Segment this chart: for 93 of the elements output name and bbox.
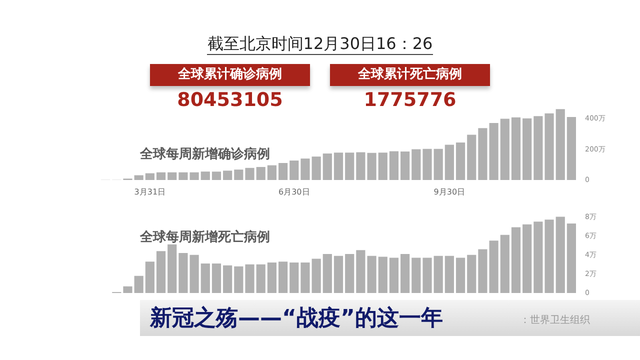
bar bbox=[534, 116, 543, 180]
text: 全球累计死亡病例 bbox=[330, 64, 490, 86]
bar bbox=[278, 162, 288, 180]
bar bbox=[322, 254, 332, 293]
text: 全球每周新增死亡病例 bbox=[139, 229, 270, 245]
bar bbox=[223, 170, 232, 180]
bar bbox=[389, 258, 399, 293]
text: 全球每周新增确诊病例 bbox=[139, 146, 270, 162]
bar bbox=[245, 168, 254, 180]
text: 全球累计确诊病例 bbox=[150, 64, 310, 86]
bar bbox=[566, 117, 576, 180]
annotation: 1775776 bbox=[362, 89, 458, 111]
bar bbox=[444, 256, 454, 293]
bar bbox=[556, 109, 565, 180]
bar bbox=[456, 258, 466, 293]
bar bbox=[378, 152, 388, 180]
bar bbox=[267, 165, 276, 180]
bar bbox=[556, 216, 565, 293]
bar bbox=[334, 152, 344, 180]
bar bbox=[467, 254, 476, 293]
bar bbox=[367, 256, 376, 293]
bar bbox=[145, 173, 154, 180]
bar bbox=[478, 128, 488, 180]
text: 截至北京时间12月30日16：26 bbox=[207, 34, 433, 55]
bar bbox=[511, 227, 521, 293]
bar bbox=[322, 154, 332, 180]
bar bbox=[168, 172, 177, 180]
bar bbox=[456, 142, 466, 180]
bar bbox=[190, 254, 199, 293]
bar bbox=[290, 160, 299, 180]
bar bbox=[212, 172, 222, 180]
bar bbox=[200, 263, 210, 293]
bar bbox=[422, 258, 432, 293]
bar bbox=[434, 256, 443, 293]
bar bbox=[544, 220, 554, 293]
bar bbox=[444, 144, 454, 180]
bar bbox=[312, 258, 321, 293]
bar bbox=[511, 117, 521, 180]
text: ：世界卫生组织 bbox=[520, 314, 590, 327]
bar bbox=[467, 134, 476, 180]
bar bbox=[178, 253, 188, 293]
bar bbox=[566, 223, 576, 293]
bar bbox=[245, 264, 254, 293]
bar bbox=[134, 276, 144, 293]
bar bbox=[434, 148, 443, 180]
bar bbox=[389, 151, 399, 180]
bar bbox=[223, 265, 232, 293]
bar bbox=[156, 172, 166, 180]
bar bbox=[267, 262, 276, 293]
bar bbox=[234, 266, 244, 293]
bar bbox=[522, 224, 532, 293]
bar bbox=[422, 148, 432, 180]
bar bbox=[300, 262, 310, 293]
bar bbox=[334, 256, 344, 293]
x-tick-label: 9月30日 bbox=[434, 188, 466, 196]
bar bbox=[356, 152, 366, 180]
bar bbox=[212, 263, 222, 293]
bar bbox=[544, 113, 554, 180]
bar bbox=[134, 175, 144, 180]
bar bbox=[256, 264, 266, 293]
bar bbox=[489, 240, 498, 293]
bar bbox=[312, 156, 321, 180]
bar bbox=[367, 152, 376, 180]
bar bbox=[500, 234, 510, 293]
bar bbox=[234, 170, 244, 180]
bar bbox=[412, 258, 421, 293]
bar bbox=[123, 286, 132, 293]
bar bbox=[534, 222, 543, 293]
bar bbox=[278, 262, 288, 293]
bar bbox=[168, 244, 177, 293]
bar bbox=[156, 251, 166, 293]
bar bbox=[478, 249, 488, 293]
bar bbox=[345, 152, 354, 180]
x-tick-label: 3月31日 bbox=[134, 188, 166, 196]
bar bbox=[345, 254, 354, 293]
bar bbox=[378, 256, 388, 293]
annotation: 80453105 bbox=[176, 89, 284, 111]
bar bbox=[489, 123, 498, 180]
bar bbox=[500, 118, 510, 180]
bar bbox=[300, 158, 310, 180]
x-tick-label: 6月30日 bbox=[278, 188, 310, 196]
bar bbox=[190, 172, 199, 180]
bar bbox=[290, 262, 299, 293]
bar bbox=[256, 166, 266, 180]
bar bbox=[145, 262, 154, 293]
bar bbox=[400, 152, 410, 180]
bar bbox=[522, 118, 532, 180]
bar bbox=[412, 149, 421, 180]
bar bbox=[400, 254, 410, 293]
bar bbox=[178, 172, 188, 180]
text: 新冠之殇——“战疫”的这一年 bbox=[150, 304, 443, 333]
bar bbox=[356, 250, 366, 293]
bar bbox=[200, 172, 210, 180]
